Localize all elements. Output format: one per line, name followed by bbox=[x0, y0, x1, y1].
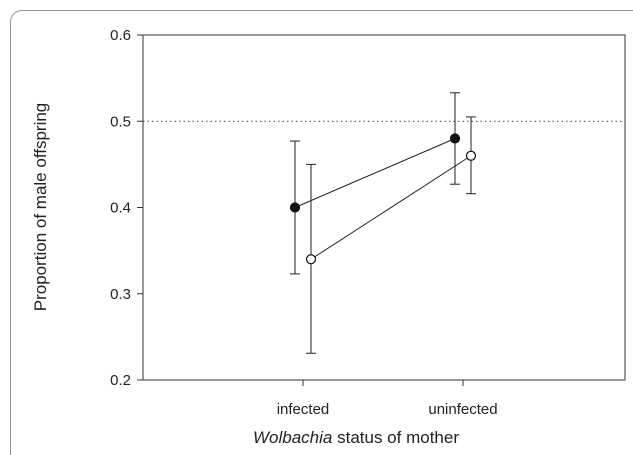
y-axis-title: Proportion of male offspring bbox=[31, 103, 50, 312]
series-1-point-infected bbox=[305, 254, 317, 265]
y-tick-label-4: 0.6 bbox=[110, 27, 131, 44]
series-1-line bbox=[310, 155, 472, 260]
figure-frame bbox=[10, 10, 633, 455]
series-0-line bbox=[294, 138, 456, 208]
series-1-point-uninfected bbox=[465, 150, 477, 161]
x-tick-label-infected: infected bbox=[277, 401, 330, 418]
y-tick-label-0: 0.2 bbox=[110, 372, 131, 389]
x-axis-title-italic: Wolbachia bbox=[253, 428, 332, 447]
plot-area bbox=[142, 34, 626, 381]
y-tick-label-3: 0.5 bbox=[110, 113, 131, 130]
x-tick-label-uninfected: uninfected bbox=[428, 401, 497, 418]
y-tick-label-1: 0.3 bbox=[110, 286, 131, 303]
x-axis-title-rest: status of mother bbox=[332, 428, 459, 447]
series-0-point-infected bbox=[289, 202, 301, 213]
x-axis-title: Wolbachia status of mother bbox=[253, 428, 459, 447]
series-0-point-uninfected bbox=[449, 133, 461, 144]
y-tick-label-2: 0.4 bbox=[110, 200, 131, 217]
